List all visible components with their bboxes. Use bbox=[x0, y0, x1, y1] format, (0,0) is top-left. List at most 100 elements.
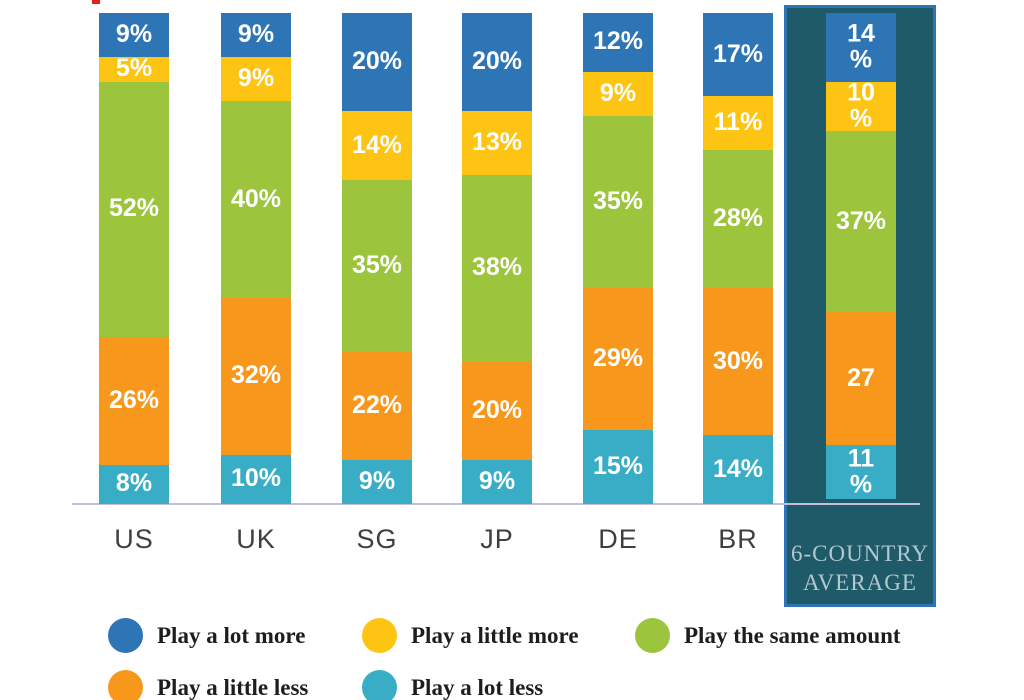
segment-value-label: 10% bbox=[230, 464, 282, 493]
legend-item-label: Play a lot less bbox=[411, 674, 544, 700]
bar-us: 9% 5% 52% 26% 8% bbox=[99, 13, 169, 504]
bar-segment: 35% bbox=[342, 179, 412, 352]
bar-segment: 38% bbox=[462, 175, 532, 362]
x-axis-line bbox=[72, 503, 920, 505]
bar-segment: 9% bbox=[342, 459, 412, 504]
segment-value-label: 15% bbox=[592, 452, 644, 481]
segment-value-label: 35% bbox=[351, 250, 403, 279]
segment-value-label: 26% bbox=[108, 386, 160, 414]
segment-value-label: 11 % bbox=[847, 444, 875, 499]
bar-segment: 5% bbox=[99, 56, 169, 82]
segment-value-label: 28% bbox=[712, 204, 764, 233]
segment-value-label: 9% bbox=[358, 467, 396, 495]
bar-uk: 9% 9% 40% 32% 10% bbox=[221, 13, 291, 504]
segment-value-label: 52% bbox=[108, 194, 160, 223]
bar-segment: 52% bbox=[99, 81, 169, 338]
legend-swatch-icon bbox=[108, 670, 143, 700]
bar-segment: 29% bbox=[583, 287, 653, 431]
bar-segment: 10 % bbox=[826, 80, 896, 131]
segment-value-label: 32% bbox=[230, 361, 282, 390]
legend-swatch-icon bbox=[362, 618, 397, 653]
segment-value-label: 27 bbox=[847, 363, 875, 392]
segment-value-label: 9% bbox=[237, 64, 275, 93]
bar-br: 17% 11% 28% 30% 14% bbox=[703, 13, 773, 504]
legend-item-label: Play a lot more bbox=[157, 622, 306, 648]
bar-segment: 28% bbox=[703, 150, 773, 288]
bar-segment: 35% bbox=[583, 116, 653, 288]
bar-segment: 40% bbox=[221, 101, 291, 298]
bar-segment: 14 % bbox=[826, 13, 896, 82]
segment-value-label: 20% bbox=[471, 47, 523, 76]
bar-segment: 10% bbox=[221, 454, 291, 504]
bar-segment: 9% bbox=[99, 13, 169, 58]
bar-segment: 37% bbox=[826, 130, 896, 313]
bar-segment: 30% bbox=[703, 287, 773, 436]
segment-value-label: 35% bbox=[592, 187, 644, 216]
legend-swatch-icon bbox=[635, 618, 670, 653]
segment-value-label: 14% bbox=[351, 130, 403, 159]
bar-segment: 14% bbox=[342, 111, 412, 180]
bar-segment: 9% bbox=[583, 71, 653, 117]
x-axis-label-de: DE bbox=[598, 524, 638, 554]
bar-segment: 22% bbox=[342, 351, 412, 460]
segment-value-label: 40% bbox=[230, 184, 282, 213]
bar-segment: 15% bbox=[583, 430, 653, 504]
bar-segment: 27 bbox=[826, 312, 896, 446]
segment-value-label: 14 % bbox=[847, 19, 875, 74]
legend-item-play-a-little-more: Play a little more bbox=[362, 618, 579, 653]
legend-item-label: Play a little less bbox=[157, 674, 309, 700]
segment-value-label: 37% bbox=[835, 206, 887, 235]
bar-segment: 8% bbox=[99, 464, 169, 504]
legend-item-play-a-little-less: Play a little less bbox=[108, 670, 308, 700]
bar-segment: 20% bbox=[342, 13, 412, 112]
segment-value-label: 11% bbox=[713, 108, 763, 137]
x-axis-label-jp: JP bbox=[480, 524, 514, 554]
red-artifact-mark bbox=[92, 0, 100, 4]
legend-swatch-icon bbox=[362, 670, 397, 700]
legend-item-label: Play the same amount bbox=[684, 622, 901, 648]
segment-value-label: 9% bbox=[599, 79, 637, 108]
legend-item-play-a-lot-more: Play a lot more bbox=[108, 618, 305, 653]
legend-swatch-icon bbox=[108, 618, 143, 653]
x-axis-label-br: BR bbox=[718, 524, 758, 554]
bar-jp: 20% 13% 38% 20% 9% bbox=[462, 13, 532, 504]
segment-value-label: 13% bbox=[471, 128, 523, 157]
bar-de: 12% 9% 35% 29% 15% bbox=[583, 13, 653, 504]
segment-value-label: 38% bbox=[471, 253, 523, 282]
bar-segment: 20% bbox=[462, 13, 532, 112]
x-axis-label-uk: UK bbox=[236, 524, 276, 554]
segment-value-label: 14% bbox=[712, 454, 764, 483]
bar-segment: 32% bbox=[221, 297, 291, 455]
segment-value-label: 20% bbox=[351, 47, 403, 76]
bar-segment: 9% bbox=[221, 13, 291, 58]
segment-value-label: 9% bbox=[237, 20, 275, 49]
bar-segment: 11 % bbox=[826, 445, 896, 500]
bar-segment: 26% bbox=[99, 337, 169, 465]
segment-value-label: 9% bbox=[478, 467, 516, 495]
segment-value-label: 22% bbox=[351, 390, 403, 419]
segment-value-label: 5% bbox=[115, 54, 153, 83]
segment-value-label: 20% bbox=[471, 395, 523, 424]
bar-segment: 14% bbox=[703, 435, 773, 504]
legend-item-label: Play a little more bbox=[411, 622, 579, 648]
x-axis-label-us: US bbox=[114, 524, 154, 554]
segment-value-label: 17% bbox=[712, 39, 764, 68]
bar-segment: 9% bbox=[221, 57, 291, 102]
bar-segment: 20% bbox=[462, 361, 532, 460]
legend-item-play-the-same-amount: Play the same amount bbox=[635, 618, 901, 653]
bar-6-country-average: 14 % 10 % 37% 27 11 % bbox=[826, 13, 896, 500]
bar-segment: 17% bbox=[703, 13, 773, 97]
segment-value-label: 10 % bbox=[847, 78, 875, 133]
bar-segment: 9% bbox=[462, 459, 532, 504]
segment-value-label: 30% bbox=[712, 346, 764, 375]
bar-segment: 12% bbox=[583, 13, 653, 72]
bar-sg: 20% 14% 35% 22% 9% bbox=[342, 13, 412, 504]
segment-value-label: 8% bbox=[115, 469, 153, 498]
segment-value-label: 29% bbox=[592, 344, 644, 373]
x-axis-label-sg: SG bbox=[356, 524, 398, 554]
segment-value-label: 12% bbox=[592, 27, 644, 56]
segment-value-label: 9% bbox=[115, 20, 153, 49]
bar-segment: 13% bbox=[462, 111, 532, 176]
bar-segment: 11% bbox=[703, 96, 773, 151]
